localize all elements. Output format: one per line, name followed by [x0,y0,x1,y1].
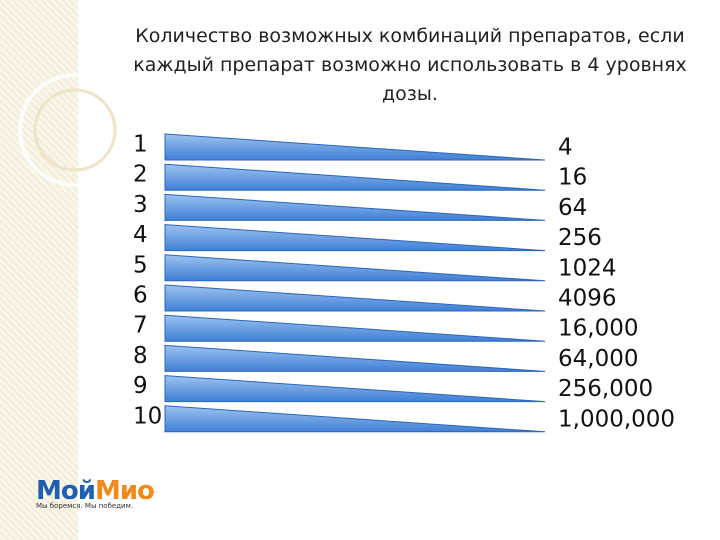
row-number: 7 [133,313,148,339]
row-value: 64,000 [558,346,638,372]
row-number: 6 [133,283,148,309]
wedge [164,193,546,221]
row-value: 16,000 [558,316,638,342]
logo: МойМио Мы боремся. Мы победим. [36,476,155,510]
row-number: 2 [133,162,148,188]
row-number: 3 [133,192,148,218]
wedge [164,254,546,282]
row-value: 64 [558,195,587,221]
wedge [164,344,546,372]
row-number: 5 [133,252,148,278]
row-number: 8 [133,343,148,369]
row-number: 10 [133,403,162,429]
decor-circle [33,88,117,172]
wedge [164,405,546,433]
title: Количество возможных комбинаций препарат… [133,25,687,105]
row-value: 256,000 [558,376,653,402]
logo-part: Мио [94,476,155,506]
row-value: 1024 [558,255,617,281]
wedge [164,163,546,191]
row-value: 16 [558,165,587,191]
row-value: 256 [558,225,602,251]
logo-part: Мой [36,476,96,506]
wedge [164,375,546,403]
wedge [164,314,546,342]
logo-slogan: Мы боремся. Мы победим. [36,502,134,510]
row-value: 1,000,000 [558,406,675,432]
row-number: 9 [133,373,148,399]
row-value: 4096 [558,286,617,312]
wedge [164,133,546,161]
row-number: 4 [133,222,148,248]
wedge [164,224,546,252]
row-number: 1 [133,132,148,158]
row-value: 4 [558,135,573,161]
wedge [164,284,546,312]
decor-circle [18,73,132,187]
